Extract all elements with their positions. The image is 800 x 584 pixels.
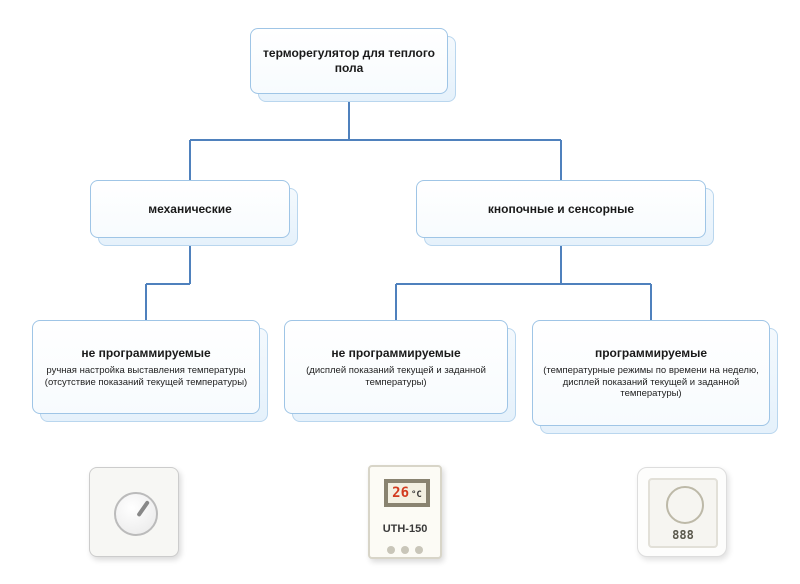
leaf3-title: программируемые xyxy=(589,344,713,363)
uth-model: UTH-150 xyxy=(370,523,440,535)
leaf3-node: программируемые (температурные режимы по… xyxy=(532,320,770,426)
touchbtn-title: кнопочные и сенсорные xyxy=(482,200,640,219)
leaf2-title: не программируемые xyxy=(325,344,466,363)
mech-title: механические xyxy=(142,200,238,219)
leaf1-title: не программируемые xyxy=(75,344,216,363)
device-mechanical-thermostat xyxy=(84,462,184,562)
leaf1-node: не программируемые ручная настройка выст… xyxy=(32,320,260,414)
device-button-thermostat: 26°C UTH-150 xyxy=(355,462,455,562)
leaf2-desc: (дисплей показаний текущей и заданной те… xyxy=(285,363,507,391)
mech-node: механические xyxy=(90,180,290,238)
root-title: терморегулятор для теплого пола xyxy=(251,44,447,78)
uth-unit: °C xyxy=(411,490,422,500)
root-node: терморегулятор для теплого пола xyxy=(250,28,448,94)
touch-reading: 888 xyxy=(650,528,716,542)
leaf1-desc: ручная настройка выставления температуры… xyxy=(33,363,259,391)
touchbtn-node: кнопочные и сенсорные xyxy=(416,180,706,238)
uth-reading: 26 xyxy=(392,485,409,501)
leaf2-node: не программируемые (дисплей показаний те… xyxy=(284,320,508,414)
device-touch-thermostat: 888 xyxy=(632,462,732,562)
leaf3-desc: (температурные режимы по времени на неде… xyxy=(533,363,769,403)
